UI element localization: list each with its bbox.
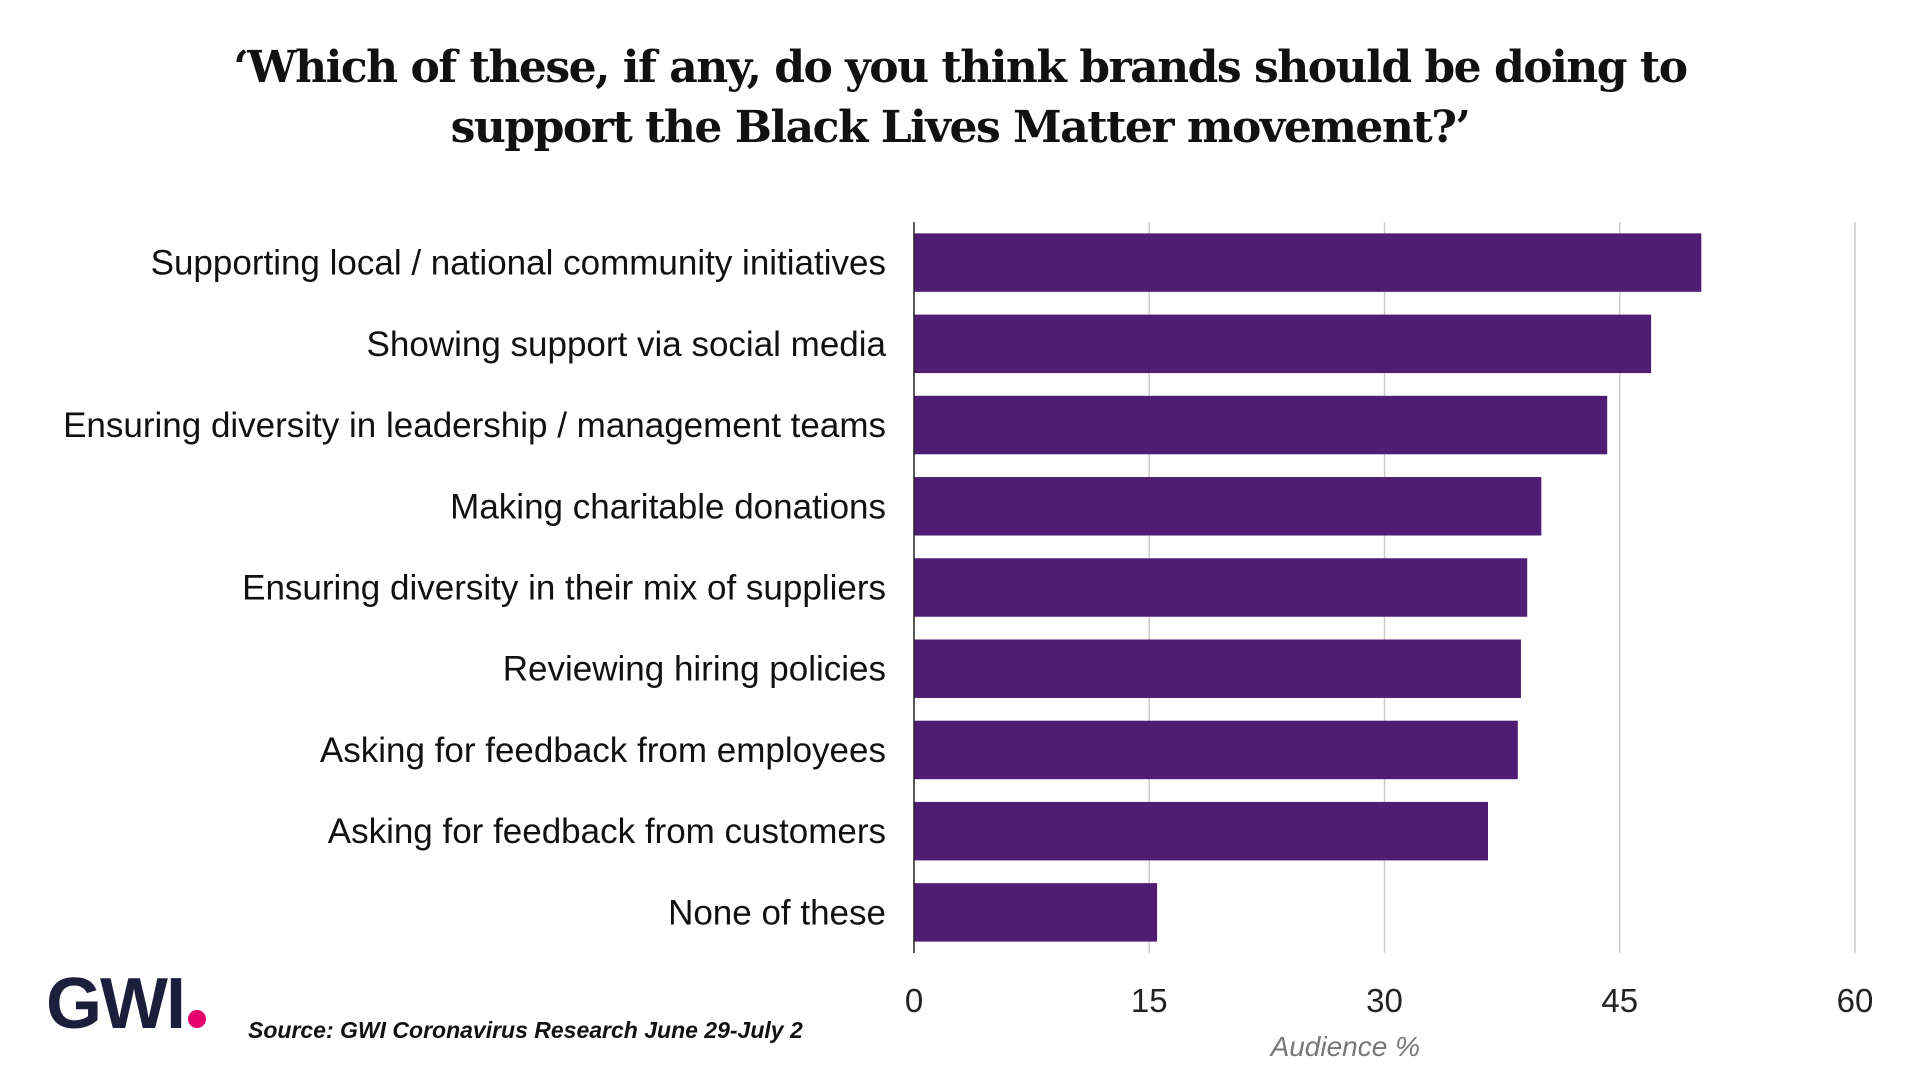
bar-6 [914, 639, 1521, 698]
bar-1 [914, 233, 1702, 292]
category-label-3: Ensuring diversity in leadership / manag… [63, 406, 886, 445]
source-text: GWI Coronavirus Research June 29-July 2 [340, 1017, 803, 1043]
category-label-9: None of these [668, 893, 886, 932]
x-tick-label-15: 15 [1131, 982, 1168, 1019]
bar-4 [914, 477, 1542, 536]
logo-text: GWI [46, 964, 186, 1044]
title-line-2: support the Black Lives Matter movement?… [450, 102, 1471, 153]
category-label-2: Showing support via social media [367, 325, 887, 364]
source-note: Source: GWI Coronavirus Research June 29… [248, 1017, 803, 1044]
bar-5 [914, 558, 1528, 617]
chart-title: ‘Which of these, if any, do you think br… [0, 38, 1920, 158]
x-axis-title: Audience % [1269, 1031, 1420, 1062]
x-tick-label-60: 60 [1837, 982, 1874, 1019]
x-tick-label-45: 45 [1601, 982, 1638, 1019]
source-prefix: Source: [248, 1017, 334, 1043]
x-tick-label-0: 0 [905, 982, 923, 1019]
logo-dot [187, 1010, 206, 1028]
x-tick-label-30: 30 [1366, 982, 1403, 1019]
category-label-8: Asking for feedback from customers [328, 812, 886, 851]
bar-7 [914, 720, 1518, 780]
category-label-7: Asking for feedback from employees [320, 731, 886, 770]
bars [914, 233, 1702, 942]
bar-3 [914, 395, 1608, 455]
category-labels: Supporting local / national community in… [63, 244, 886, 933]
category-label-1: Supporting local / national community in… [151, 244, 886, 283]
category-label-6: Reviewing hiring policies [503, 650, 886, 689]
gwi-logo: GWI [46, 968, 206, 1040]
bar-8 [914, 801, 1489, 861]
x-tick-labels: 0 15 30 45 60 [905, 982, 1874, 1019]
category-label-5: Ensuring diversity in their mix of suppl… [242, 569, 886, 608]
category-label-4: Making charitable donations [450, 487, 886, 526]
title-line-1: ‘Which of these, if any, do you think br… [233, 42, 1688, 93]
bar-2 [914, 314, 1652, 374]
bar-9 [914, 883, 1158, 942]
